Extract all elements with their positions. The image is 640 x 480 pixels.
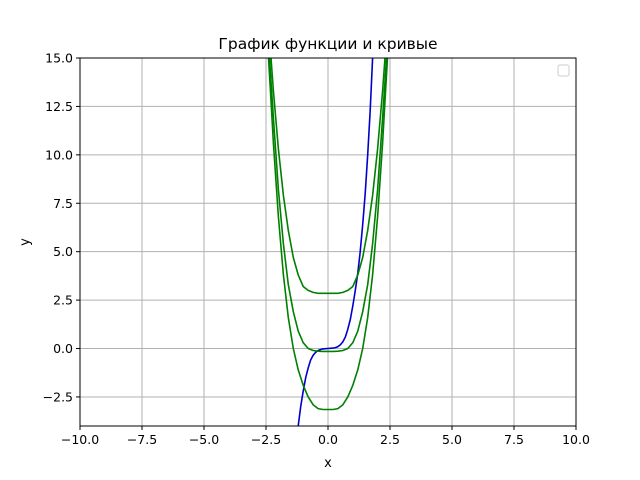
- series-line-3: [267, 58, 389, 411]
- x-axis-label: x: [324, 456, 332, 471]
- legend-box: [557, 64, 570, 77]
- series-line-0: [297, 58, 374, 426]
- y-axis-ticks: −2.5 0.0 2.5 5.0 7.5 10.0 12.5 15.0: [43, 51, 80, 404]
- x-tick-label: 0.0: [318, 432, 338, 447]
- series-group: [267, 58, 389, 426]
- x-tick-label: −7.5: [127, 432, 157, 447]
- y-tick-label: 12.5: [45, 99, 73, 114]
- series-line-2: [270, 58, 386, 295]
- x-tick-label: 5.0: [442, 432, 462, 447]
- y-tick-label: 7.5: [53, 196, 73, 211]
- chart-title: График функции и кривые: [218, 35, 437, 53]
- y-tick-label: 0.0: [53, 341, 73, 356]
- y-axis-label: y: [18, 238, 33, 246]
- y-tick-label: 15.0: [45, 51, 73, 66]
- y-tick-label: 10.0: [45, 147, 73, 162]
- x-tick-label: 10.0: [562, 432, 590, 447]
- x-axis-ticks: −10.0 −7.5 −5.0 −2.5 0.0 2.5 5.0 7.5 10.0: [61, 426, 590, 447]
- x-tick-label: −2.5: [251, 432, 281, 447]
- y-tick-label: −2.5: [43, 389, 73, 404]
- x-tick-label: −5.0: [189, 432, 219, 447]
- y-tick-label: 5.0: [53, 244, 73, 259]
- series-line-1: [268, 58, 388, 353]
- x-tick-label: −10.0: [61, 432, 99, 447]
- y-tick-label: 2.5: [53, 293, 73, 308]
- legend: [557, 64, 570, 77]
- x-tick-label: 2.5: [380, 432, 400, 447]
- x-tick-label: 7.5: [504, 432, 524, 447]
